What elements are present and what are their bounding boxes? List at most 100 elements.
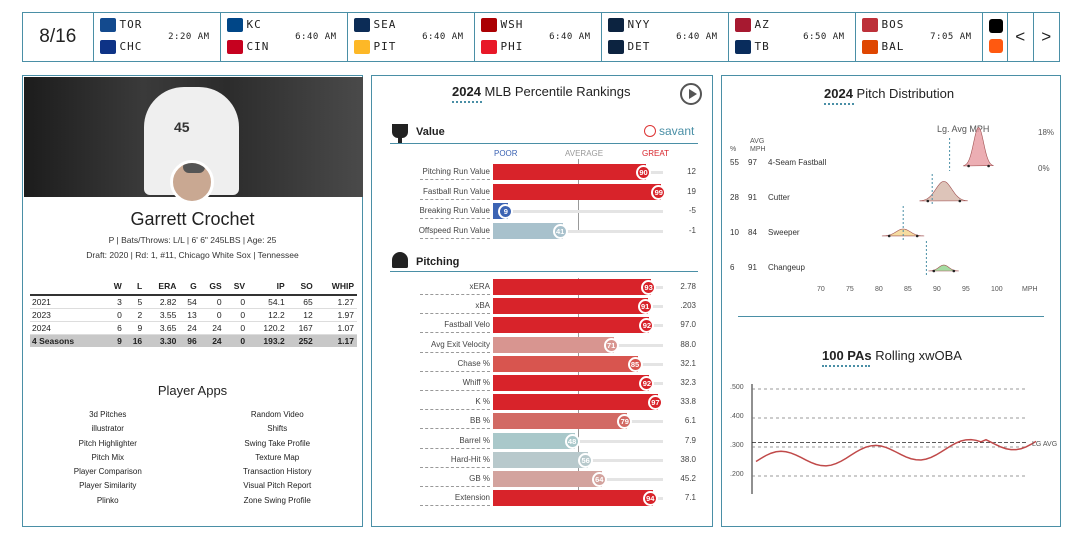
table-cell: 6 <box>106 321 125 335</box>
game-time: 6:40 AM <box>422 32 464 42</box>
table-cell: 54.1 <box>248 295 288 309</box>
x-tick-label: 85 <box>904 286 912 293</box>
scale-great: GREAT <box>642 149 669 158</box>
player-app-link[interactable]: Texture Map <box>255 452 300 462</box>
row-divider <box>420 409 490 411</box>
density-end-marker <box>967 164 970 168</box>
player-app-link[interactable]: Pitch Mix <box>91 452 124 462</box>
away-team: TOR <box>119 18 143 31</box>
baseball-icon <box>644 125 656 137</box>
scoreboard-date: 8/16 <box>23 13 94 61</box>
table-cell: 9 <box>124 321 146 335</box>
scoreboard-game-partial[interactable] <box>983 13 1009 61</box>
table-cell: 0 <box>199 308 225 322</box>
pitch-mph: 91 <box>748 193 757 202</box>
density-end-marker <box>987 164 990 168</box>
table-cell: 0 <box>199 295 225 309</box>
percentile-bar <box>493 413 628 430</box>
table-cell: 12 <box>287 308 316 322</box>
percentile-dot: 41 <box>552 223 568 239</box>
x-tick-label: 80 <box>875 286 883 293</box>
player-app-link[interactable]: illustrator <box>91 424 124 434</box>
x-tick-label: 90 <box>933 286 941 293</box>
scoreboard-game[interactable]: KC CIN 6:40 AM <box>221 13 348 61</box>
pitch-row: 10 84 Sweeper <box>730 228 800 237</box>
player-app-link[interactable]: 3d Pitches <box>89 410 127 419</box>
percentile-bar <box>493 336 614 353</box>
scoreboard-game[interactable]: BOS BAL 7:05 AM <box>856 13 983 61</box>
scoreboard-game[interactable]: TOR CHC 2:20 AM <box>94 13 221 61</box>
percentile-dot: 97 <box>647 395 663 411</box>
player-app-link[interactable]: Player Similarity <box>79 481 137 491</box>
percentile-bar <box>493 183 662 200</box>
xwoba-line <box>755 438 1037 467</box>
table-cell: 3 <box>106 295 125 309</box>
player-app-link[interactable]: Visual Pitch Report <box>243 481 312 491</box>
pitch-row: 55 97 4-Seam Fastball <box>730 158 826 167</box>
marlins-logo-icon <box>988 19 1003 33</box>
scoreboard-game[interactable]: WSH PHI 6:40 AM <box>475 13 602 61</box>
percentile-value: 7.9 <box>684 435 696 445</box>
percentile-dot: 94 <box>642 491 658 507</box>
scoreboard-game[interactable]: NYY DET 6:40 AM <box>602 13 729 61</box>
play-button[interactable] <box>680 83 702 105</box>
percentile-value: 7.1 <box>684 493 696 503</box>
scoreboard-game[interactable]: SEA PIT 6:40 AM <box>348 13 475 61</box>
density-end-marker <box>915 234 919 238</box>
player-app-link[interactable]: Shifts <box>267 424 288 434</box>
density-end-marker <box>958 199 962 203</box>
table-cell: 2021 <box>30 295 107 309</box>
percentile-value: .203 <box>680 301 696 311</box>
percentile-row: Fastball Run Value 99 19 <box>372 183 712 201</box>
player-draft: Draft: 2020 | Rd: 1, #11, Chicago White … <box>86 250 299 260</box>
game-time: 6:40 AM <box>676 32 718 42</box>
pitch-name: Cutter <box>768 193 790 202</box>
percentile-label: K % <box>475 397 490 407</box>
row-divider <box>420 370 490 372</box>
percentile-row: xERA 93 2.78 <box>372 278 712 296</box>
percentile-label: xERA <box>469 282 490 291</box>
percentile-bar <box>493 279 652 295</box>
col-mph: MPH <box>750 146 766 153</box>
bal-logo-icon <box>861 40 878 54</box>
pitch-row: 6 91 Changeup <box>730 263 805 272</box>
player-app-link[interactable]: Plinko <box>96 495 119 505</box>
player-app-link[interactable]: Pitch Highlighter <box>78 438 137 448</box>
scale-average: AVERAGE <box>565 149 604 158</box>
pit-logo-icon <box>353 40 370 54</box>
table-cell: 13 <box>179 308 200 322</box>
stats-header: W <box>106 278 125 296</box>
running-icon <box>392 252 408 268</box>
pitch-pct: 28 <box>730 193 739 202</box>
player-app-link[interactable]: Random Video <box>250 410 304 419</box>
home-team: PHI <box>500 40 524 53</box>
rolling-xwoba-chart <box>751 384 1037 494</box>
percentile-dot: 91 <box>637 299 653 315</box>
percentile-track <box>493 210 663 213</box>
percentile-dot: 92 <box>639 376 655 391</box>
player-name: Garrett Crochet <box>130 209 255 229</box>
row-divider <box>420 179 490 180</box>
prev-games-button[interactable]: < <box>1008 13 1034 61</box>
lg-avg-marker: LG AVG <box>1032 441 1058 448</box>
percentile-row: GB % 64 45.2 <box>372 470 712 488</box>
percentile-bar <box>493 451 589 468</box>
percentile-row: Hard-Hit % 56 38.0 <box>372 451 712 469</box>
distribution-title-text: Pitch Distribution <box>856 86 955 101</box>
x-tick-label: 100 <box>991 286 1003 293</box>
percentile-dot: 56 <box>578 452 594 468</box>
pitch-pct: 6 <box>730 263 735 272</box>
player-app-link[interactable]: Swing Take Profile <box>244 438 311 448</box>
player-app-link[interactable]: Player Comparison <box>73 467 142 477</box>
row-divider <box>420 466 490 468</box>
next-games-button[interactable]: > <box>1034 13 1059 61</box>
percentile-row: xBA 91 .203 <box>372 297 712 315</box>
percentile-bar <box>493 222 563 239</box>
scoreboard-game[interactable]: AZ TB 6:50 AM <box>729 13 856 61</box>
percentile-label: Breaking Run Value <box>419 206 490 215</box>
player-app-link[interactable]: Transaction History <box>242 467 312 477</box>
player-app-link[interactable]: Zone Swing Profile <box>243 495 311 505</box>
percentile-rankings-panel: 2024 MLB Percentile Rankings Value savan… <box>371 75 713 527</box>
pitch-mph: 97 <box>748 158 757 167</box>
stats-header <box>30 278 107 296</box>
